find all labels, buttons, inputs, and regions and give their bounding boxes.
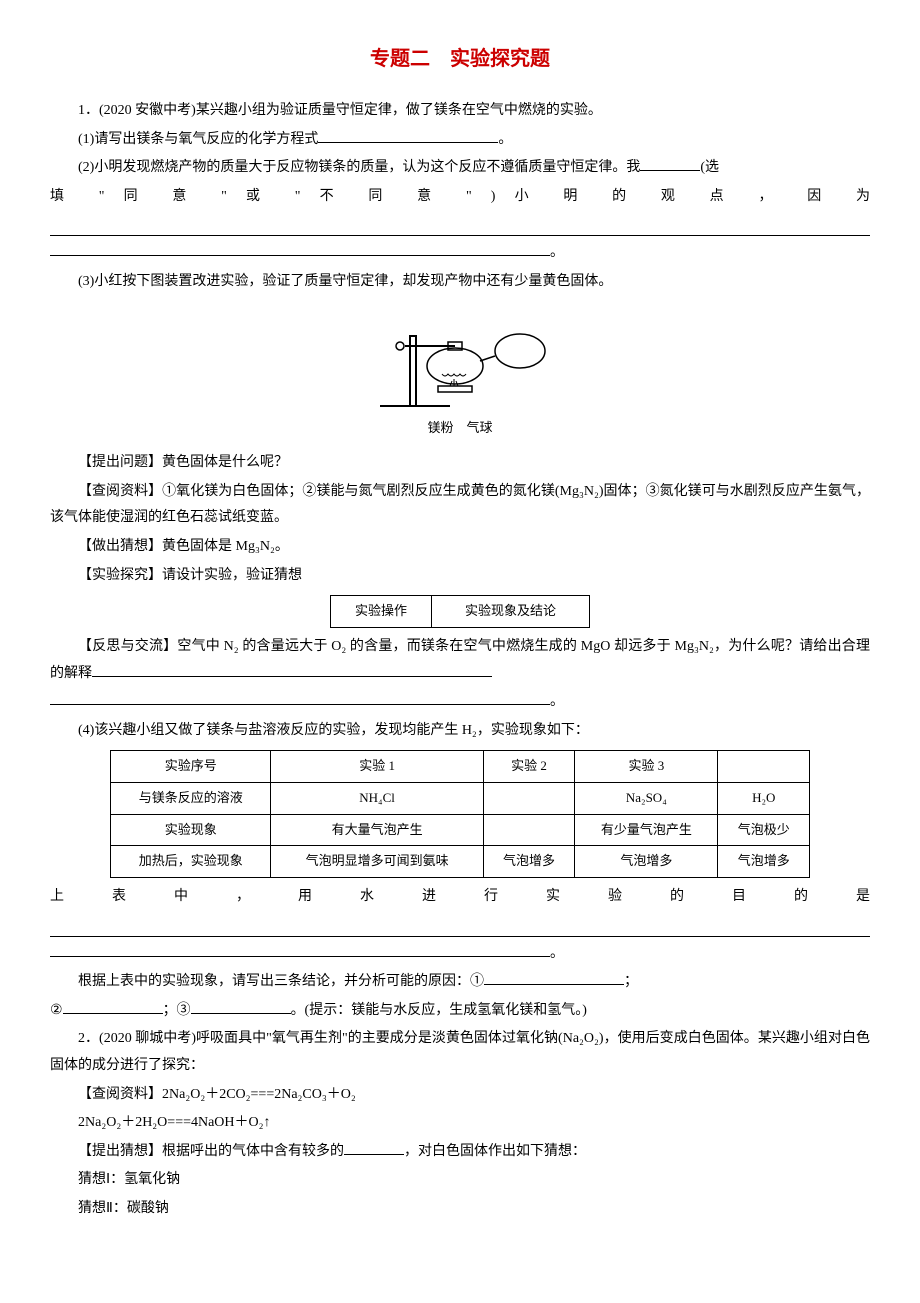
q1-sec-info: 【查阅资料】①氧化镁为白色固体；②镁能与氮气剧烈反应生成黄色的氮化镁(Mg₃N₂… [50, 479, 870, 532]
q1-p5: 上 表 中 ， 用 水 进 行 实 验 的 目 的 是 [50, 884, 870, 911]
table-row: 加热后，实验现象 气泡明显增多可闻到氨味 气泡增多 气泡增多 气泡增多 [111, 846, 810, 878]
q1-p5-end-line: 。 [50, 941, 870, 968]
cell: 实验现象 [111, 814, 271, 846]
blank-answer[interactable] [640, 156, 700, 171]
q1-p2a: (2)小明发现燃烧产物的质量大于反应物镁条的质量，认为这个反应不遵循质量守恒定律… [50, 155, 870, 182]
q2-eq2: 2Na₂O₂＋2H₂O===4NaOH＋O₂↑ [50, 1110, 870, 1137]
small-table: 实验操作 实验现象及结论 [330, 595, 590, 628]
q1-sec-guess: 【做出猜想】黄色固体是 Mg₃N₂。 [50, 534, 870, 561]
q2-sec-guess-a: 【提出猜想】根据呼出的气体中含有较多的 [78, 1144, 344, 1159]
fig-label-left: 镁粉 [427, 420, 453, 435]
q1-sec-reflect-end-line: 。 [50, 689, 870, 716]
fig-label-right: 气球 [467, 420, 493, 435]
q1-p1-end: 。 [498, 132, 512, 147]
q1-p1: (1)请写出镁条与氧气反应的化学方程式 。 [50, 127, 870, 154]
cell: 实验 3 [575, 751, 718, 783]
q1-p2-line2: 填 " 同 意 " 或 " 不 同 意 " ) 小 明 的 观 点 ， 因 为 [50, 184, 870, 211]
table-row: 与镁条反应的溶液 NH₄Cl Na₂SO₄ H₂O [111, 782, 810, 814]
wide-table: 实验序号 实验 1 实验 2 实验 3 与镁条反应的溶液 NH₄Cl Na₂SO… [110, 750, 810, 878]
page-title: 专题二 实验探究题 [50, 40, 870, 78]
cell: 有少量气泡产生 [575, 814, 718, 846]
cell: 加热后，实验现象 [111, 846, 271, 878]
q2-eq1: 2Na₂O₂＋2CO₂===2Na₂CO₃＋O₂ [162, 1087, 356, 1102]
q2-guess2: 猜想Ⅱ：碳酸钠 [50, 1196, 870, 1223]
q1-p5-end: 。 [550, 946, 564, 961]
q1-header: 1．(2020 安徽中考)某兴趣小组为验证质量守恒定律，做了镁条在空气中燃烧的实… [50, 98, 870, 125]
cell: 气泡极少 [718, 814, 810, 846]
blank-answer[interactable] [318, 128, 498, 143]
cell: H₂O [718, 782, 810, 814]
q2-header: 2．(2020 聊城中考)呼吸面具中"氧气再生剂"的主要成分是淡黄色固体过氧化钠… [50, 1026, 870, 1079]
cell: 与镁条反应的溶液 [111, 782, 271, 814]
blank-answer[interactable] [50, 214, 870, 236]
cell: 气泡增多 [483, 846, 575, 878]
cell: NH₄Cl [271, 782, 483, 814]
blank-answer[interactable] [484, 970, 624, 985]
cell [483, 814, 575, 846]
q1-p2b-text: (选 [700, 160, 719, 175]
q1-p1-text: (1)请写出镁条与氧气反应的化学方程式 [78, 132, 318, 147]
table-row: 实验现象 有大量气泡产生 有少量气泡产生 气泡极少 [111, 814, 810, 846]
q1-sec-reflect-end: 。 [550, 694, 564, 709]
th-op: 实验操作 [331, 596, 432, 628]
q1-sec-exp: 【实验探究】请设计实验，验证猜想 [50, 563, 870, 590]
q1-sec-q: 【提出问题】黄色固体是什么呢？ [50, 450, 870, 477]
cell: 实验 2 [483, 751, 575, 783]
cell: 气泡增多 [718, 846, 810, 878]
blank-answer[interactable] [50, 690, 550, 705]
cell: 实验 1 [271, 751, 483, 783]
q1-p6d: ；③ [163, 1003, 191, 1018]
th-result: 实验现象及结论 [431, 596, 589, 628]
q1-sec-reflect: 【反思与交流】空气中 N₂ 的含量远大于 O₂ 的含量，而镁条在空气中燃烧生成的… [50, 634, 870, 687]
cell: Na₂SO₄ [575, 782, 718, 814]
figure-label: 镁粉 气球 [50, 416, 870, 441]
q1-p6e: 。(提示：镁能与水反应，生成氢氧化镁和氢气。) [291, 1003, 587, 1018]
cell [483, 782, 575, 814]
q1-p6a: 根据上表中的实验现象，请写出三条结论，并分析可能的原因：① [78, 974, 484, 989]
blank-answer[interactable] [50, 915, 870, 937]
cell [718, 751, 810, 783]
blank-answer[interactable] [344, 1140, 404, 1155]
blank-answer[interactable] [92, 662, 492, 677]
q1-p6b: ； [624, 974, 638, 989]
q1-p6c: ② [50, 1003, 63, 1018]
q1-p3: (3)小红按下图装置改进实验，验证了质量守恒定律，却发现产物中还有少量黄色固体。 [50, 269, 870, 296]
q1-p2-end: 。 [550, 245, 564, 260]
cell: 有大量气泡产生 [271, 814, 483, 846]
q2-guess1: 猜想Ⅰ：氢氧化钠 [50, 1167, 870, 1194]
blank-answer[interactable] [63, 999, 163, 1014]
blank-answer[interactable] [191, 999, 291, 1014]
q1-p2a-text: (2)小明发现燃烧产物的质量大于反应物镁条的质量，认为这个反应不遵循质量守恒定律… [78, 160, 640, 175]
q2-sec-info: 【查阅资料】2Na₂O₂＋2CO₂===2Na₂CO₃＋O₂ [50, 1082, 870, 1109]
blank-answer[interactable] [50, 241, 550, 256]
cell: 气泡增多 [575, 846, 718, 878]
q1-p6: 根据上表中的实验现象，请写出三条结论，并分析可能的原因：① ； [50, 969, 870, 996]
q2-sec-info-label: 【查阅资料】 [78, 1087, 162, 1102]
q2-sec-guess: 【提出猜想】根据呼出的气体中含有较多的 ，对白色固体作出如下猜想： [50, 1139, 870, 1166]
apparatus-figure: 镁粉 气球 [50, 306, 870, 441]
blank-answer[interactable] [50, 942, 550, 957]
table-row: 实验操作 实验现象及结论 [331, 596, 590, 628]
cell: 气泡明显增多可闻到氨味 [271, 846, 483, 878]
table-row: 实验序号 实验 1 实验 2 实验 3 [111, 751, 810, 783]
q1-p4: (4)该兴趣小组又做了镁条与盐溶液反应的实验，发现均能产生 H₂，实验现象如下： [50, 718, 870, 745]
q1-p2-end-line: 。 [50, 240, 870, 267]
cell: 实验序号 [111, 751, 271, 783]
q2-sec-guess-b: ，对白色固体作出如下猜想： [404, 1144, 586, 1159]
q1-p6-line2: ② ；③ 。(提示：镁能与水反应，生成氢氧化镁和氢气。) [50, 998, 870, 1025]
